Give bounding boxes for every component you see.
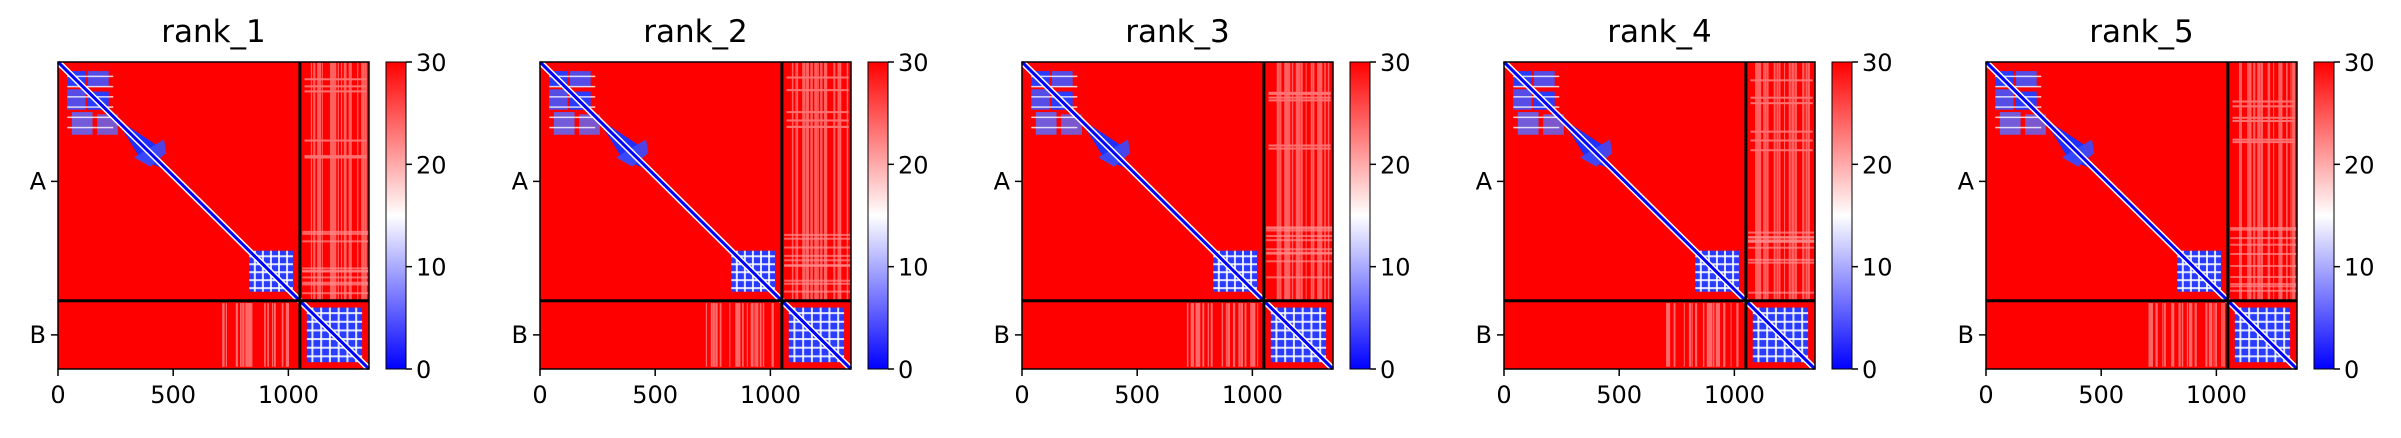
colorbar-tick-label: 20 (1862, 151, 1893, 179)
pae-panel-2: rank_2 0 500 1000 A B 0 10 20 30 (512, 14, 929, 409)
colorbar-tick-label: 30 (1862, 49, 1893, 77)
colorbar-tick-label: 0 (1862, 356, 1877, 384)
colorbar-tick-label: 30 (898, 49, 929, 77)
colorbar (385, 61, 407, 370)
heatmap-texture (222, 62, 369, 367)
colorbar-tick-label: 10 (1862, 254, 1893, 282)
chain-label-B: B (512, 321, 528, 349)
plot-frame (1021, 61, 1334, 370)
colorbar-tick-label: 20 (898, 151, 929, 179)
colorbar-tick-label: 20 (1380, 151, 1411, 179)
colorbar-tick-label: 10 (2344, 254, 2375, 282)
colorbar-tick-label: 10 (898, 254, 929, 282)
colorbar (1349, 61, 1371, 370)
x-tick-label: 0 (532, 381, 547, 409)
heatmap-texture (2148, 62, 2297, 367)
chain-label-B: B (1958, 321, 1974, 349)
chain-label-B: B (1476, 321, 1492, 349)
colorbar-tick-label: 20 (2344, 151, 2375, 179)
colorbar-tick-label: 0 (898, 356, 913, 384)
chain-label-A: A (994, 167, 1011, 195)
panel-title: rank_3 (1125, 14, 1230, 50)
chain-label-B: B (30, 321, 46, 349)
x-tick-label: 0 (50, 381, 65, 409)
x-tick-label: 1000 (258, 381, 319, 409)
chain-label-A: A (30, 167, 47, 195)
x-tick-label: 0 (1496, 381, 1511, 409)
panel-title: rank_4 (1607, 14, 1712, 50)
colorbar-tick-label: 10 (416, 254, 447, 282)
colorbar (867, 61, 889, 370)
x-tick-label: 1000 (740, 381, 801, 409)
colorbar-tick-label: 30 (2344, 49, 2375, 77)
plot-frame (1503, 61, 1816, 370)
x-tick-label: 500 (150, 381, 196, 409)
x-tick-label: 500 (632, 381, 678, 409)
colorbar-tick-label: 0 (2344, 356, 2359, 384)
plot-frame (57, 61, 370, 370)
pae-panel-3: rank_3 0 500 1000 A B 0 10 20 30 (994, 14, 1411, 409)
diagonal (1502, 60, 1817, 371)
diagonal (538, 60, 853, 371)
pae-panel-5: rank_5 0 500 1000 A B 0 10 20 30 (1958, 14, 2375, 409)
heatmap-texture (705, 62, 851, 367)
x-tick-label: 1000 (1222, 381, 1283, 409)
diagonal (1984, 60, 2299, 371)
chain-label-A: A (1476, 167, 1493, 195)
x-tick-label: 1000 (2186, 381, 2247, 409)
diagonal (1020, 60, 1335, 371)
pae-panel-4: rank_4 0 500 1000 A B 0 10 20 30 (1476, 14, 1893, 409)
x-tick-label: 500 (2078, 381, 2124, 409)
panel-title: rank_2 (643, 14, 748, 50)
x-tick-label: 0 (1014, 381, 1029, 409)
colorbar (2313, 61, 2335, 370)
pae-panel-1: rank_1 0 500 1000 A B 0 10 20 30 (30, 14, 447, 409)
chain-label-A: A (1958, 167, 1975, 195)
plot-frame (539, 61, 852, 370)
colorbar-tick-label: 10 (1380, 254, 1411, 282)
heatmap-texture (1666, 62, 1815, 367)
x-tick-label: 1000 (1704, 381, 1765, 409)
plot-frame (1985, 61, 2298, 370)
colorbar-tick-label: 20 (416, 151, 447, 179)
colorbar-tick-label: 0 (1380, 356, 1395, 384)
x-tick-label: 0 (1978, 381, 1993, 409)
panel-title: rank_5 (2089, 14, 2194, 50)
chain-label-A: A (512, 167, 529, 195)
diagonal (56, 60, 371, 371)
x-tick-label: 500 (1114, 381, 1160, 409)
chain-label-B: B (994, 321, 1010, 349)
colorbar-tick-label: 30 (416, 49, 447, 77)
heatmap-texture (1186, 62, 1333, 367)
x-tick-label: 500 (1596, 381, 1642, 409)
colorbar (1831, 61, 1853, 370)
colorbar-tick-label: 0 (416, 356, 431, 384)
colorbar-tick-label: 30 (1380, 49, 1411, 77)
panel-title: rank_1 (161, 14, 266, 50)
